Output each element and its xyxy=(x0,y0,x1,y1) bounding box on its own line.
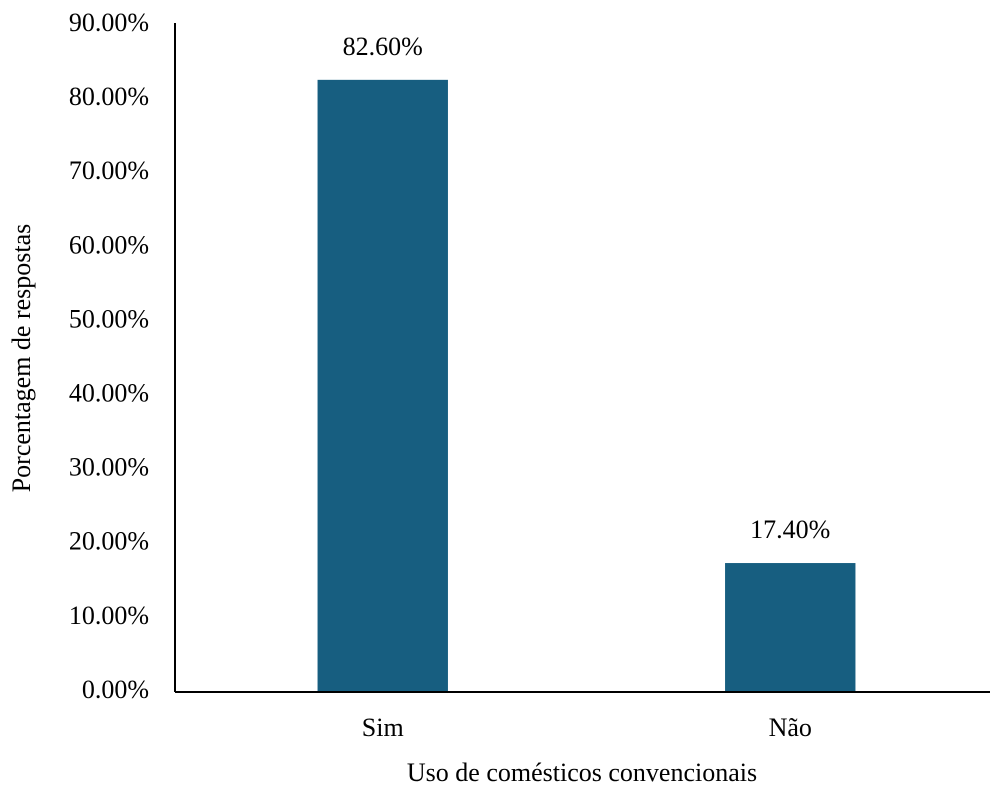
y-tick-label: 50.00% xyxy=(69,304,149,333)
x-axis-label: Uso de comésticos convencionais xyxy=(407,758,757,787)
data-label: 17.40% xyxy=(750,515,830,544)
y-tick-label: 0.00% xyxy=(82,675,149,704)
data-label: 82.60% xyxy=(343,32,423,61)
x-tick-label: Não xyxy=(769,713,812,742)
y-tick-label: 30.00% xyxy=(69,453,149,482)
y-tick-label: 90.00% xyxy=(69,8,149,37)
y-tick-label: 60.00% xyxy=(69,230,149,259)
bar xyxy=(725,563,856,692)
y-tick-label: 20.00% xyxy=(69,527,149,556)
y-tick-label: 80.00% xyxy=(69,82,149,111)
x-tick-label: Sim xyxy=(362,713,404,742)
y-tick-label: 70.00% xyxy=(69,156,149,185)
y-tick-label: 10.00% xyxy=(69,601,149,630)
y-axis-label: Porcentagem de respostas xyxy=(7,224,36,493)
y-tick-label: 40.00% xyxy=(69,379,149,408)
bar xyxy=(317,79,448,692)
